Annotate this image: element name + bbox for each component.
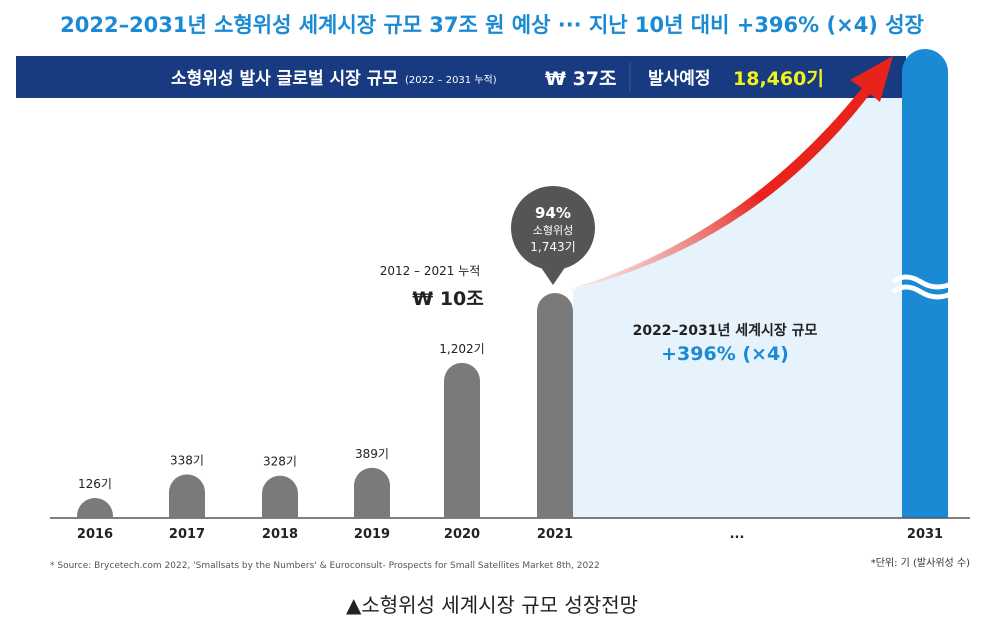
- x-tick-label: 2019: [354, 527, 390, 542]
- banner-launch-value: 18,460기: [733, 68, 824, 90]
- x-tick-label: 2016: [77, 527, 113, 542]
- x-tick-label: 2020: [444, 527, 480, 542]
- headline: 2022–2031년 소형위성 세계시장 규모 37조 원 예상 ··· 지난 …: [60, 13, 924, 37]
- data-label: 1,202기: [439, 342, 484, 356]
- callout-count: 1,743기: [530, 240, 575, 254]
- banner-label: 소형위성 발사 글로벌 시장 규모: [171, 68, 398, 89]
- bar-2018: [262, 475, 298, 518]
- callout-label: 소형위성: [533, 224, 573, 237]
- banner: [16, 56, 906, 98]
- data-label: 126기: [78, 477, 112, 491]
- bar-2016: [77, 498, 113, 518]
- callout-pointer: [540, 266, 566, 285]
- cumulative-value: ₩ 10조: [412, 288, 484, 310]
- callout-bubble: [511, 186, 595, 270]
- banner-value: ₩ 37조: [545, 68, 617, 90]
- x-tick-label: 2018: [262, 527, 298, 542]
- bar-2021: [537, 293, 573, 518]
- source-note: * Source: Brycetech.com 2022, 'Smallsats…: [50, 561, 600, 571]
- caption: ▲소형위성 세계시장 규모 성장전망: [346, 593, 638, 617]
- banner-launch-label: 발사예정: [648, 69, 711, 89]
- data-label: 389기: [355, 447, 389, 461]
- callout-pct: 94%: [535, 204, 571, 222]
- forecast-area: [573, 60, 905, 518]
- cumulative-label: 2012 – 2021 누적: [380, 264, 481, 278]
- growth-arrow: [560, 56, 893, 292]
- forecast-label: 2022–2031년 세계시장 규모: [633, 322, 818, 339]
- x-tick-label: 2017: [169, 527, 205, 542]
- x-tick-label: ...: [730, 527, 745, 542]
- data-label: 338기: [170, 453, 204, 467]
- x-tick-label: 2021: [537, 527, 573, 542]
- banner-range: (2022 – 2031 누적): [405, 74, 497, 86]
- axis-break-icon: [891, 274, 957, 300]
- bar-2017: [169, 474, 205, 518]
- data-label: 328기: [263, 455, 297, 469]
- bar-2020: [444, 362, 480, 518]
- unit-note: *단위: 기 (발사위성 수): [871, 556, 970, 569]
- bar-2019: [354, 467, 390, 518]
- x-tick-label: 2031: [907, 527, 943, 542]
- forecast-value: +396% (×4): [661, 343, 789, 365]
